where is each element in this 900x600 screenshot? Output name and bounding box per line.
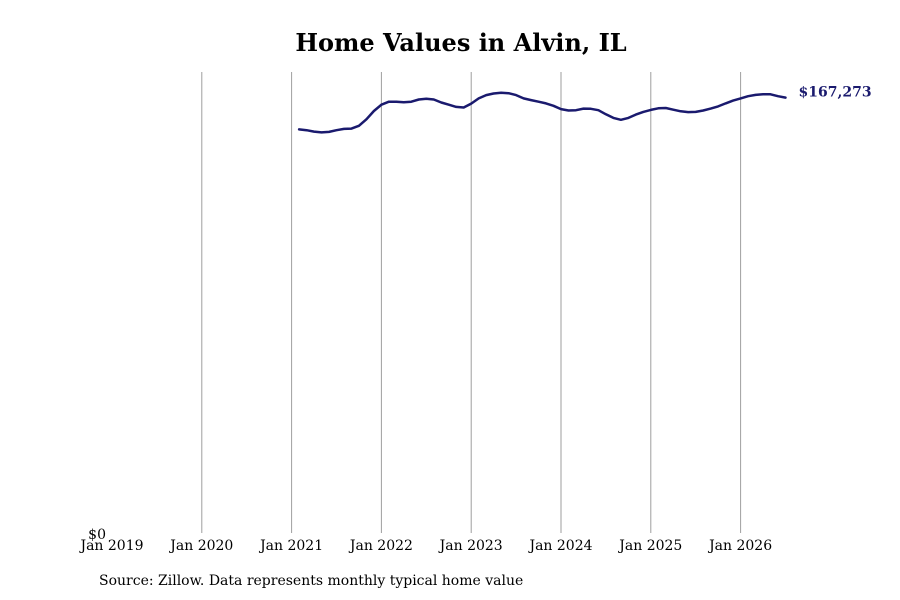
x-axis-ticks: Jan 2019 Jan 2020 Jan 2021 Jan 2022 Jan 2023… <box>78 538 772 554</box>
y-tick-label: $0 <box>88 527 106 543</box>
source-note: Source: Zillow. Data represents monthly … <box>99 573 524 589</box>
last-value-label: $167,273 <box>799 85 872 101</box>
x-tick-label: Jan 2023 <box>438 538 503 554</box>
x-tick-label: Jan 2019 <box>78 538 143 554</box>
x-tick-label: Jan 2020 <box>168 538 233 554</box>
x-tick-label: Jan 2024 <box>527 538 592 554</box>
gridlines <box>201 72 742 533</box>
y-axis-ticks: $0 <box>88 527 106 543</box>
x-tick-label: Jan 2022 <box>348 538 413 554</box>
x-tick-label: Jan 2026 <box>707 538 772 554</box>
series-layer <box>297 91 787 134</box>
x-tick-label: Jan 2025 <box>617 538 682 554</box>
x-tick-label: Jan 2021 <box>258 538 323 554</box>
series-line <box>297 91 787 134</box>
label-layer: $167,273 <box>799 85 872 101</box>
chart-title: Home Values in Alvin, IL <box>295 28 627 57</box>
